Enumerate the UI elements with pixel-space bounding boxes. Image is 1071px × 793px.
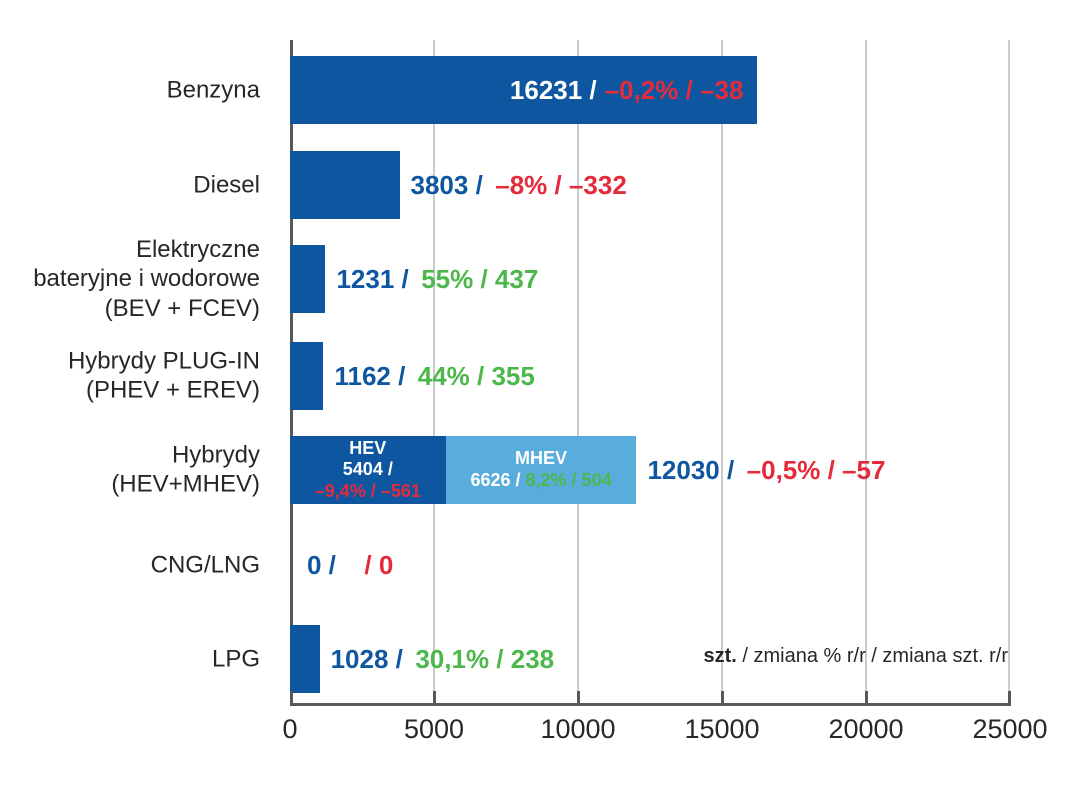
bar-row-lpg: 1028 / 30,1% / 238 xyxy=(290,625,1010,693)
bar-change-label: 30,1% / 238 xyxy=(415,643,555,674)
bar-plugin xyxy=(290,342,324,410)
bar-segment-mhev: MHEV 6626 / 8,2% / 504 xyxy=(445,436,637,504)
bar-change-label: / 0 xyxy=(364,549,394,580)
gridline-15000 xyxy=(721,40,723,703)
x-axis-tick-10000 xyxy=(577,691,580,703)
bar-label: 1162 / 44% / 355 xyxy=(334,361,534,392)
hev-name: HEV xyxy=(349,437,387,458)
x-axis-tick-5000 xyxy=(433,691,436,703)
category-label-plugin: Hybrydy PLUG-IN (PHEV + EREV) xyxy=(67,347,260,404)
bar-value-label: 12030 / xyxy=(647,454,735,485)
bar-row-plugin: 1162 / 44% / 355 xyxy=(290,342,1010,410)
category-label-diesel: Diesel xyxy=(193,171,260,199)
hev-segment-label: HEV 5404 / –9,4% / –561 xyxy=(315,438,421,503)
x-axis-tick-25000 xyxy=(1008,691,1011,703)
bar-change-label: –0,5% / –57 xyxy=(746,454,886,485)
bar-value-label: 0 / xyxy=(307,549,336,580)
x-tick-label-5000: 5000 xyxy=(403,714,465,744)
bar-change-label: –0,2% / –38 xyxy=(604,74,744,105)
bar-row-diesel: 3803 / –8% / –332 xyxy=(290,151,1010,219)
category-axis: Benzyna Diesel Elektryczne bateryjne i w… xyxy=(0,40,272,706)
mhev-change: 8,2% / 504 xyxy=(525,470,612,490)
gridline-25000 xyxy=(1008,40,1010,703)
bar-row-hybrid: HEV 5404 / –9,4% / –561 MHEV 6626 / 8,2%… xyxy=(290,436,1010,504)
bar-label: 3803 / –8% / –332 xyxy=(411,170,627,201)
bar-change-label: –8% / –332 xyxy=(495,169,627,200)
x-tick-label-15000: 15000 xyxy=(684,714,760,744)
units-legend-bold: szt. xyxy=(703,645,737,667)
mhev-name: MHEV xyxy=(515,448,568,469)
bar-label: 12030 / –0,5% / –57 xyxy=(647,455,885,486)
bar-row-bev-fcev: 1231 / 55% / 437 xyxy=(290,245,1010,313)
mhev-value: 6626 / xyxy=(470,470,521,490)
bar-row-cng-lng: 0 / / 0 xyxy=(290,531,1010,599)
hev-value: 5404 / xyxy=(342,459,393,480)
bar-value-label: 1162 / xyxy=(334,360,406,391)
bar-value-label: 16231 / xyxy=(509,74,597,105)
bar-label: 1231 / 55% / 437 xyxy=(336,264,538,295)
x-axis-line xyxy=(290,703,1011,706)
bar-row-benzyna: 16231 / –0,2% / –38 xyxy=(290,56,1010,124)
units-legend-rest: / zmiana % r/r / zmiana szt. r/r xyxy=(736,645,1008,667)
x-axis-tick-0 xyxy=(290,691,293,703)
bar-change-label: 44% / 355 xyxy=(417,360,535,391)
bar-value-label: 3803 / xyxy=(410,169,483,200)
mhev-segment-label: MHEV 6626 / 8,2% / 504 xyxy=(470,448,611,491)
gridline-20000 xyxy=(865,40,867,703)
bar-value-label: 1028 / xyxy=(330,643,403,674)
x-tick-label-20000: 20000 xyxy=(828,714,904,744)
gridline-10000 xyxy=(577,40,579,703)
bar-change-label: 55% / 437 xyxy=(421,263,539,294)
category-label-bev-fcev: Elektryczne bateryjne i wodorowe (BEV + … xyxy=(33,236,260,322)
gridline-5000 xyxy=(433,40,435,703)
category-label-benzyna: Benzyna xyxy=(166,76,260,104)
bar-label: 0 / / 0 xyxy=(307,550,393,581)
bar-segment-hev: HEV 5404 / –9,4% / –561 xyxy=(290,436,446,504)
category-label-hybrid: Hybrydy (HEV+MHEV) xyxy=(111,441,260,498)
plot-area: 16231 / –0,2% / –38 3803 / –8% / –332 12… xyxy=(290,40,1011,706)
bar-bev-fcev xyxy=(290,245,326,313)
bar-label: 1028 / 30,1% / 238 xyxy=(331,644,555,675)
category-label-cng-lng: CNG/LNG xyxy=(150,551,260,579)
category-label-lpg: LPG xyxy=(211,645,260,673)
x-axis-tick-20000 xyxy=(865,691,868,703)
x-tick-label-0: 0 xyxy=(282,714,298,744)
bar-diesel xyxy=(290,151,400,219)
bar-lpg xyxy=(290,625,320,693)
x-axis-tick-15000 xyxy=(721,691,724,703)
units-legend-note: szt. / zmiana % r/r / zmiana szt. r/r xyxy=(560,645,1008,668)
x-tick-label-10000: 10000 xyxy=(540,714,616,744)
hev-change: –9,4% / –561 xyxy=(314,480,421,501)
x-tick-label-25000: 25000 xyxy=(972,714,1048,744)
bar-benzyna: 16231 / –0,2% / –38 xyxy=(290,56,758,124)
bar-value-label: 1231 / xyxy=(336,263,409,294)
